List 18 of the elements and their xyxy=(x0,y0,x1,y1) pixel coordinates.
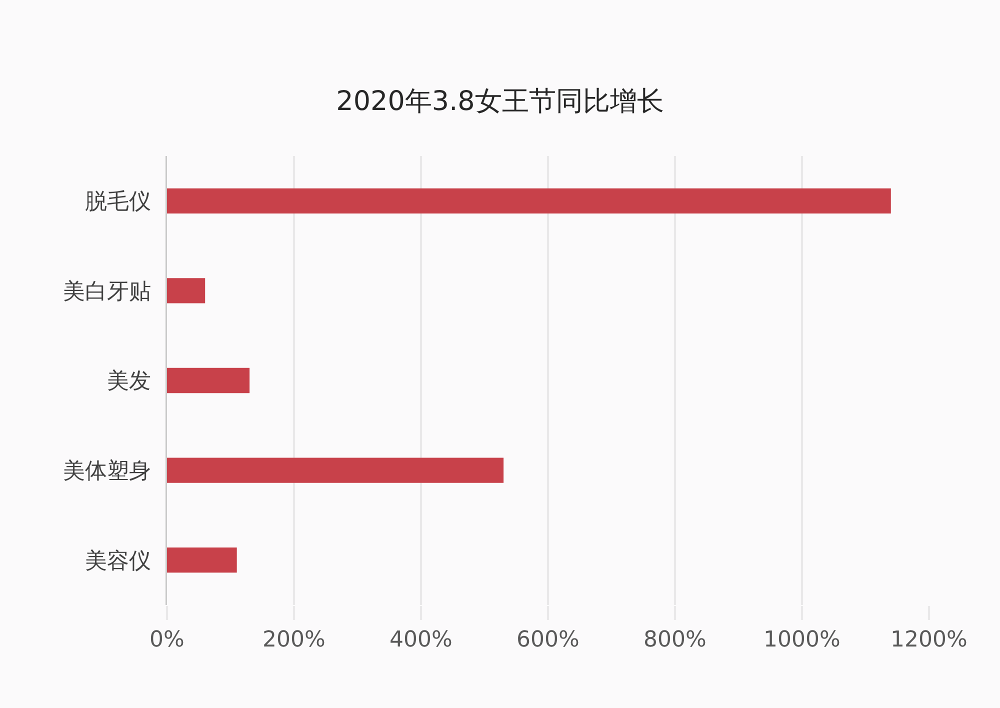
y-tick-label: 美白牙贴 xyxy=(63,279,152,304)
x-tick-label: 400% xyxy=(390,627,452,652)
y-tick-label: 美发 xyxy=(107,369,152,394)
chart-title: 2020年3.8女王节同比增长 xyxy=(336,86,664,117)
y-tick-label: 美体塑身 xyxy=(63,459,152,484)
x-tick-label: 1200% xyxy=(890,627,968,652)
x-tick-label: 600% xyxy=(516,627,580,652)
y-tick-label: 美容仪 xyxy=(85,548,152,574)
bar xyxy=(167,368,250,394)
y-tick-label: 脱毛仪 xyxy=(85,190,152,215)
x-tick-label: 800% xyxy=(644,627,706,652)
bar xyxy=(167,188,891,214)
x-tick-label: 1000% xyxy=(764,627,840,652)
x-tick-label: 200% xyxy=(262,627,326,652)
bar xyxy=(167,548,237,573)
bar xyxy=(167,278,206,304)
bar xyxy=(167,458,504,483)
x-tick-label: 0% xyxy=(150,627,184,652)
